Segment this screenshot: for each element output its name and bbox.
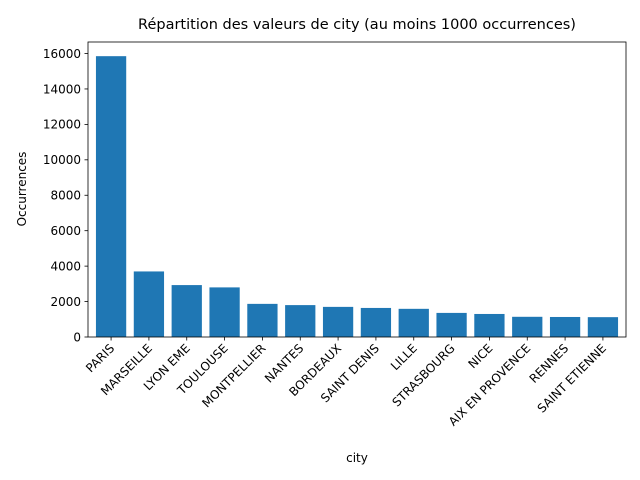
chart-title: Répartition des valeurs de city (au moin… [138,17,576,33]
y-tick-label: 12000 [43,118,81,132]
y-tick-label: 14000 [43,82,81,96]
x-tick-label: SAINT ETIENNE [535,341,609,415]
y-tick-label: 2000 [50,295,81,309]
bar [247,303,278,337]
y-tick-label: 10000 [43,153,81,167]
bar [209,287,240,337]
y-tick-label: 8000 [50,189,81,203]
y-tick-label: 0 [73,330,81,344]
y-tick-label: 4000 [50,259,81,273]
bar [549,316,581,337]
plot-area: 0 2000 4000 6000 8000 10000 12000 14000 16000 PAR… [43,41,627,429]
y-tick-label: 16000 [43,47,81,61]
bar [474,313,505,337]
y-axis-label: Occurrences [15,152,29,227]
bar [512,316,543,337]
x-tick-label: NICE [465,341,495,371]
plot-frame [87,41,627,338]
bar [398,308,429,337]
bar [322,306,354,337]
bar [133,271,165,337]
x-tick-label: LILLE [388,341,420,373]
x-tick-label: PARIS [83,341,117,375]
bar [587,317,619,337]
bar [360,307,392,337]
y-tick-label: 6000 [50,224,81,238]
x-axis-label: city [346,451,368,465]
bar [171,285,202,337]
bar [285,305,316,337]
bar [436,312,467,337]
bar [95,56,127,338]
